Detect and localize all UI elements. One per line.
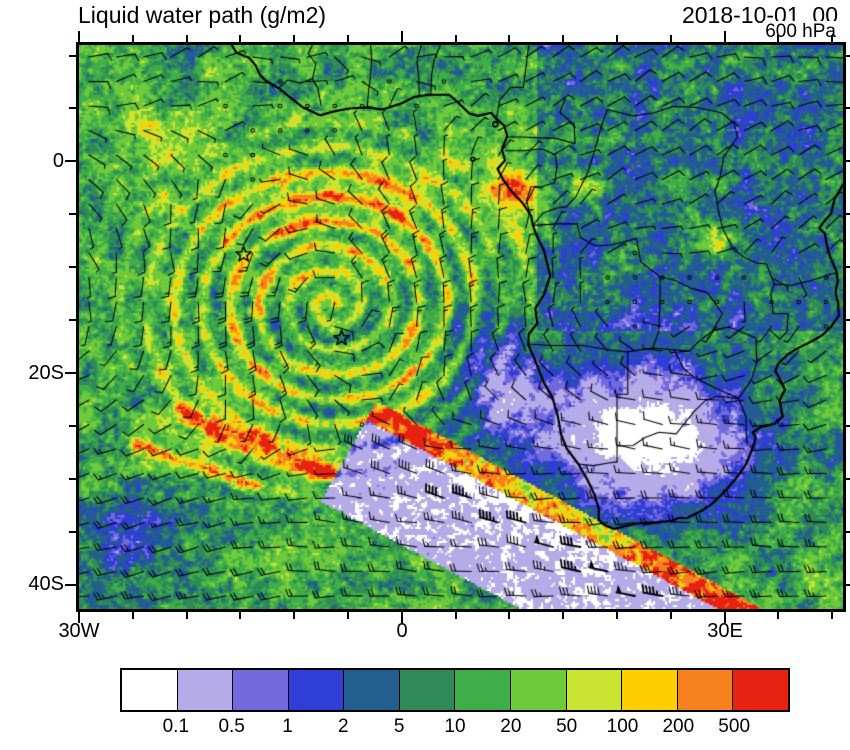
lat-tick-label: 40S <box>28 573 64 595</box>
colorbar-tick-label: 5 <box>393 716 405 737</box>
axis-tick <box>723 612 726 623</box>
axis-tick <box>185 612 188 619</box>
axis-tick <box>616 612 619 619</box>
colorbar-tick-label: 20 <box>500 716 522 737</box>
axis-tick <box>454 612 457 619</box>
axis-tick <box>846 54 850 57</box>
colorbar-cell <box>399 670 456 710</box>
axis-tick <box>239 35 242 42</box>
colorbar-cell <box>344 670 400 710</box>
axis-tick <box>562 612 565 619</box>
colorbar-tick-label: 0.1 <box>162 716 190 737</box>
colorbar-cell <box>122 670 178 710</box>
colorbar-tick-label: 1 <box>282 716 293 737</box>
colorbar-tick-label: 100 <box>606 716 639 737</box>
axis-tick <box>562 35 565 42</box>
axis-tick <box>669 35 672 42</box>
colorbar <box>120 668 790 712</box>
axis-tick <box>293 612 296 619</box>
axis-tick <box>69 424 76 427</box>
lat-tick-label: 0 <box>52 150 64 172</box>
axis-tick <box>846 372 850 375</box>
axis-tick <box>846 107 850 110</box>
lon-tick-label: 30E <box>707 620 743 642</box>
axis-tick <box>831 35 834 42</box>
axis-tick <box>69 54 76 57</box>
axis-tick <box>846 477 850 480</box>
lon-tick-label: 30W <box>58 620 100 642</box>
colorbar-cell <box>622 670 678 710</box>
axis-tick <box>508 35 511 42</box>
axis-tick <box>831 612 834 619</box>
colorbar-cell <box>455 670 512 710</box>
axis-tick <box>65 583 76 586</box>
axis-tick <box>669 612 672 619</box>
colorbar-cell <box>677 670 734 710</box>
colorbar-tick-label: 200 <box>662 716 695 737</box>
colorbar-cell <box>733 670 788 710</box>
axis-tick <box>69 213 76 216</box>
axis-tick <box>65 160 76 163</box>
axis-tick <box>400 31 403 42</box>
colorbar-cell <box>566 670 623 710</box>
colorbar-cell <box>177 670 234 710</box>
axis-tick <box>78 31 80 42</box>
colorbar-cell <box>288 670 345 710</box>
axis-tick <box>293 35 296 42</box>
axis-tick <box>846 424 850 427</box>
axis-tick <box>69 477 76 480</box>
map-canvas <box>79 45 843 609</box>
axis-tick <box>777 612 780 619</box>
page-title: Liquid water path (g/m2) <box>78 2 327 28</box>
axis-tick <box>846 319 850 322</box>
axis-tick <box>723 31 726 42</box>
axis-tick <box>400 612 403 623</box>
pressure-level: 600 hPa <box>763 21 838 43</box>
axis-tick <box>846 530 850 533</box>
axis-tick <box>239 612 242 619</box>
axis-tick <box>69 266 76 269</box>
axis-tick <box>185 35 188 42</box>
axis-tick <box>846 266 850 269</box>
colorbar-tick-label: 10 <box>444 716 466 737</box>
axis-tick <box>508 612 511 619</box>
axis-tick <box>616 35 619 42</box>
colorbar-tick-label: 2 <box>338 716 349 737</box>
axis-tick <box>131 35 134 42</box>
axis-tick <box>69 107 76 110</box>
colorbar-cell <box>233 670 289 710</box>
colorbar-cell <box>511 670 567 710</box>
axis-tick <box>347 35 349 42</box>
axis-tick <box>78 612 80 623</box>
map-plot-area <box>76 42 846 612</box>
axis-tick <box>131 612 134 619</box>
axis-tick <box>65 372 76 375</box>
axis-tick <box>846 583 850 586</box>
axis-tick <box>846 213 850 216</box>
axis-tick <box>846 160 850 163</box>
lat-tick-label: 20S <box>28 362 64 384</box>
axis-tick <box>69 530 76 533</box>
lon-tick-label: 0 <box>396 620 408 642</box>
colorbar-tick-label: 50 <box>556 716 578 737</box>
axis-tick <box>454 35 457 42</box>
axis-tick <box>69 319 76 322</box>
axis-tick <box>777 35 780 42</box>
axis-tick <box>347 612 349 619</box>
colorbar-tick-label: 0.5 <box>218 716 245 737</box>
colorbar-tick-label: 500 <box>718 716 751 737</box>
